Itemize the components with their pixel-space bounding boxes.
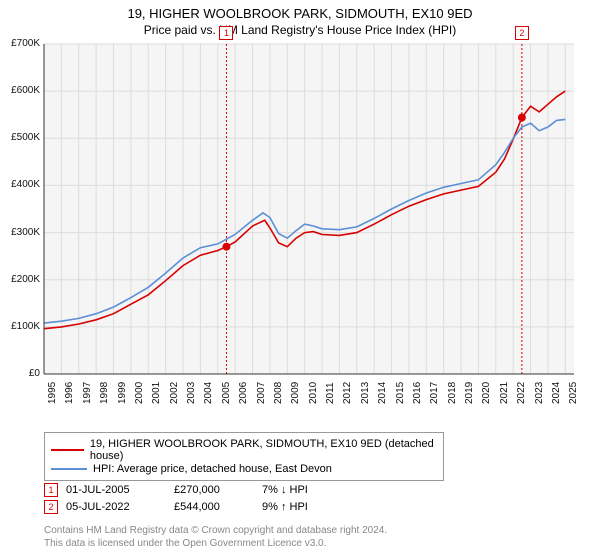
legend-label-hpi: HPI: Average price, detached house, East… bbox=[93, 463, 332, 475]
x-tick-label: 2001 bbox=[151, 382, 162, 404]
x-tick-label: 1999 bbox=[117, 382, 128, 404]
footer-text: Contains HM Land Registry data © Crown c… bbox=[44, 524, 387, 550]
chart-svg bbox=[44, 44, 574, 404]
x-tick-label: 2003 bbox=[186, 382, 197, 404]
x-tick-label: 2017 bbox=[429, 382, 440, 404]
sales-table: 1 01-JUL-2005 £270,000 7% ↓ HPI 2 05-JUL… bbox=[44, 480, 342, 517]
x-tick-label: 2006 bbox=[238, 382, 249, 404]
x-tick-label: 2016 bbox=[412, 382, 423, 404]
sale-date: 05-JUL-2022 bbox=[66, 501, 166, 513]
x-tick-label: 2025 bbox=[568, 382, 579, 404]
sale-row: 1 01-JUL-2005 £270,000 7% ↓ HPI bbox=[44, 483, 342, 497]
x-tick-label: 2020 bbox=[481, 382, 492, 404]
legend-label-property: 19, HIGHER WOOLBROOK PARK, SIDMOUTH, EX1… bbox=[90, 438, 437, 462]
y-tick-label: £600K bbox=[0, 85, 40, 96]
footer-line1: Contains HM Land Registry data © Crown c… bbox=[44, 524, 387, 537]
sale-price: £544,000 bbox=[174, 501, 254, 513]
sale-marker-box: 1 bbox=[219, 26, 233, 40]
title-line2: Price paid vs. HM Land Registry's House … bbox=[0, 23, 600, 37]
x-tick-label: 2021 bbox=[499, 382, 510, 404]
sale-date: 01-JUL-2005 bbox=[66, 484, 166, 496]
x-tick-label: 1995 bbox=[47, 382, 58, 404]
x-tick-label: 1996 bbox=[64, 382, 75, 404]
sale-row: 2 05-JUL-2022 £544,000 9% ↑ HPI bbox=[44, 500, 342, 514]
x-tick-label: 2022 bbox=[516, 382, 527, 404]
x-tick-label: 2009 bbox=[290, 382, 301, 404]
y-tick-label: £300K bbox=[0, 227, 40, 238]
title-line1: 19, HIGHER WOOLBROOK PARK, SIDMOUTH, EX1… bbox=[0, 6, 600, 21]
x-tick-label: 2004 bbox=[203, 382, 214, 404]
sale-marker-2: 2 bbox=[44, 500, 58, 514]
sale-pct: 7% ↓ HPI bbox=[262, 484, 342, 496]
footer-line2: This data is licensed under the Open Gov… bbox=[44, 537, 387, 550]
chart-container: 19, HIGHER WOOLBROOK PARK, SIDMOUTH, EX1… bbox=[0, 0, 600, 560]
y-tick-label: £0 bbox=[0, 368, 40, 379]
x-tick-label: 2013 bbox=[360, 382, 371, 404]
sale-marker-1: 1 bbox=[44, 483, 58, 497]
x-tick-label: 2008 bbox=[273, 382, 284, 404]
legend-row: HPI: Average price, detached house, East… bbox=[51, 463, 437, 475]
x-tick-label: 2002 bbox=[169, 382, 180, 404]
x-tick-label: 2019 bbox=[464, 382, 475, 404]
y-tick-label: £500K bbox=[0, 132, 40, 143]
x-tick-label: 1998 bbox=[99, 382, 110, 404]
x-tick-label: 2024 bbox=[551, 382, 562, 404]
legend-swatch-property bbox=[51, 449, 84, 451]
legend-row: 19, HIGHER WOOLBROOK PARK, SIDMOUTH, EX1… bbox=[51, 438, 437, 462]
x-tick-label: 2007 bbox=[256, 382, 267, 404]
y-tick-label: £100K bbox=[0, 321, 40, 332]
legend: 19, HIGHER WOOLBROOK PARK, SIDMOUTH, EX1… bbox=[44, 432, 444, 481]
x-tick-label: 2005 bbox=[221, 382, 232, 404]
chart-area: £0£100K£200K£300K£400K£500K£600K£700K199… bbox=[44, 44, 574, 404]
x-tick-label: 2000 bbox=[134, 382, 145, 404]
x-tick-label: 2018 bbox=[447, 382, 458, 404]
legend-swatch-hpi bbox=[51, 468, 87, 470]
sale-price: £270,000 bbox=[174, 484, 254, 496]
x-tick-label: 2014 bbox=[377, 382, 388, 404]
y-tick-label: £700K bbox=[0, 38, 40, 49]
sale-marker-box: 2 bbox=[515, 26, 529, 40]
y-tick-label: £400K bbox=[0, 179, 40, 190]
x-tick-label: 2023 bbox=[534, 382, 545, 404]
sale-pct: 9% ↑ HPI bbox=[262, 501, 342, 513]
title-area: 19, HIGHER WOOLBROOK PARK, SIDMOUTH, EX1… bbox=[0, 0, 600, 39]
x-tick-label: 1997 bbox=[82, 382, 93, 404]
x-tick-label: 2015 bbox=[395, 382, 406, 404]
x-tick-label: 2010 bbox=[308, 382, 319, 404]
y-tick-label: £200K bbox=[0, 274, 40, 285]
x-tick-label: 2011 bbox=[325, 382, 336, 404]
x-tick-label: 2012 bbox=[342, 382, 353, 404]
